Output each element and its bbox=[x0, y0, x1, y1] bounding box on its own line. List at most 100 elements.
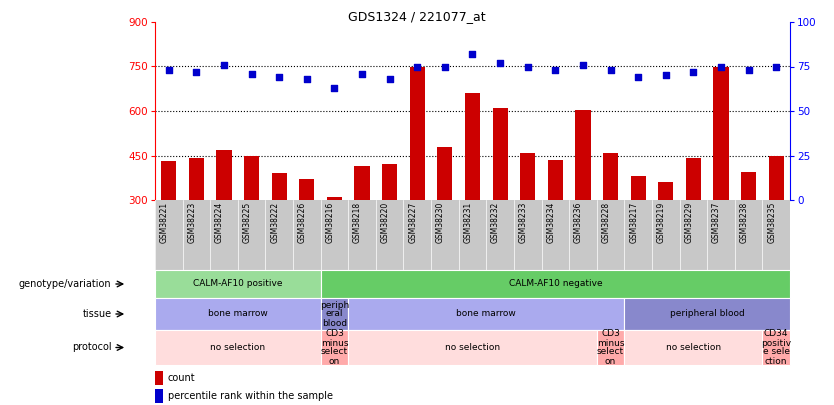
Bar bbox=[320, 298, 349, 330]
Bar bbox=[354, 166, 369, 200]
Point bbox=[383, 76, 396, 82]
Text: GSM38230: GSM38230 bbox=[436, 202, 445, 243]
Text: GSM38229: GSM38229 bbox=[685, 202, 693, 243]
Text: GSM38231: GSM38231 bbox=[464, 202, 473, 243]
Text: GSM38222: GSM38222 bbox=[270, 202, 279, 243]
Bar bbox=[188, 158, 204, 200]
Text: GSM38227: GSM38227 bbox=[409, 202, 417, 243]
Text: tissue: tissue bbox=[83, 309, 112, 319]
Point bbox=[770, 63, 783, 70]
Point bbox=[162, 67, 175, 73]
Text: no selection: no selection bbox=[445, 343, 500, 352]
Point bbox=[549, 67, 562, 73]
Text: percentile rank within the sample: percentile rank within the sample bbox=[168, 391, 333, 401]
Text: GSM38220: GSM38220 bbox=[380, 202, 389, 243]
Bar bbox=[762, 330, 790, 365]
Bar bbox=[320, 330, 349, 365]
Point bbox=[714, 63, 727, 70]
Text: CD3
minus
select
on: CD3 minus select on bbox=[597, 330, 625, 365]
Text: GSM38225: GSM38225 bbox=[243, 202, 252, 243]
Text: GSM38234: GSM38234 bbox=[546, 202, 555, 243]
Text: bone marrow: bone marrow bbox=[456, 309, 516, 318]
Text: GSM38232: GSM38232 bbox=[491, 202, 500, 243]
Bar bbox=[625, 330, 762, 365]
Bar bbox=[520, 153, 535, 200]
Bar bbox=[244, 156, 259, 200]
Bar bbox=[382, 164, 397, 200]
Bar bbox=[713, 66, 729, 200]
Text: GSM38235: GSM38235 bbox=[767, 202, 776, 243]
Text: bone marrow: bone marrow bbox=[208, 309, 268, 318]
Point bbox=[604, 67, 617, 73]
Bar bbox=[625, 298, 790, 330]
Bar bbox=[217, 149, 232, 200]
Bar bbox=[465, 93, 480, 200]
Text: no selection: no selection bbox=[210, 343, 265, 352]
Bar bbox=[161, 162, 177, 200]
Bar bbox=[575, 109, 590, 200]
Text: CD34
positiv
e sele
ction: CD34 positiv e sele ction bbox=[761, 330, 791, 365]
Text: GSM38236: GSM38236 bbox=[574, 202, 583, 243]
Point bbox=[355, 70, 369, 77]
Point bbox=[521, 63, 535, 70]
Text: GSM38237: GSM38237 bbox=[712, 202, 721, 243]
Point bbox=[576, 62, 590, 68]
Bar bbox=[741, 172, 756, 200]
Point bbox=[245, 70, 259, 77]
Text: GSM38223: GSM38223 bbox=[188, 202, 197, 243]
Bar bbox=[603, 153, 618, 200]
Bar bbox=[327, 197, 342, 200]
Text: protocol: protocol bbox=[72, 343, 112, 352]
Point bbox=[410, 63, 424, 70]
Bar bbox=[299, 179, 314, 200]
Bar bbox=[686, 158, 701, 200]
Text: GSM38233: GSM38233 bbox=[519, 202, 528, 243]
Bar bbox=[155, 330, 320, 365]
Text: CALM-AF10 negative: CALM-AF10 negative bbox=[509, 279, 602, 288]
Point bbox=[686, 68, 700, 75]
Text: CALM-AF10 positive: CALM-AF10 positive bbox=[193, 279, 283, 288]
Point bbox=[218, 62, 231, 68]
Point bbox=[466, 51, 480, 57]
Text: GSM38226: GSM38226 bbox=[298, 202, 307, 243]
Bar bbox=[155, 371, 163, 385]
Bar bbox=[548, 160, 563, 200]
Bar bbox=[409, 66, 425, 200]
Bar bbox=[493, 108, 508, 200]
Text: no selection: no selection bbox=[666, 343, 721, 352]
Text: GSM38224: GSM38224 bbox=[215, 202, 224, 243]
Text: GSM38238: GSM38238 bbox=[740, 202, 749, 243]
Text: genotype/variation: genotype/variation bbox=[19, 279, 112, 289]
Bar bbox=[155, 298, 320, 330]
Text: count: count bbox=[168, 373, 195, 383]
Bar bbox=[597, 330, 625, 365]
Text: GSM38221: GSM38221 bbox=[160, 202, 168, 243]
Bar bbox=[155, 389, 163, 403]
Bar bbox=[631, 176, 646, 200]
Point bbox=[190, 68, 203, 75]
Text: periph
eral
blood: periph eral blood bbox=[319, 301, 349, 328]
Text: GDS1324 / 221077_at: GDS1324 / 221077_at bbox=[348, 10, 486, 23]
Bar bbox=[349, 330, 597, 365]
Text: CD3
minus
select
on: CD3 minus select on bbox=[321, 330, 349, 365]
Point bbox=[494, 60, 507, 66]
Text: GSM38228: GSM38228 bbox=[601, 202, 610, 243]
Text: GSM38217: GSM38217 bbox=[629, 202, 638, 243]
Point bbox=[659, 72, 672, 79]
Text: GSM38219: GSM38219 bbox=[656, 202, 666, 243]
Bar bbox=[349, 298, 625, 330]
Bar bbox=[658, 182, 673, 200]
Bar bbox=[769, 156, 784, 200]
Text: GSM38218: GSM38218 bbox=[353, 202, 362, 243]
Text: GSM38216: GSM38216 bbox=[325, 202, 334, 243]
Bar bbox=[272, 173, 287, 200]
Bar bbox=[320, 270, 790, 298]
Point bbox=[300, 76, 314, 82]
Point bbox=[328, 85, 341, 91]
Text: peripheral blood: peripheral blood bbox=[670, 309, 745, 318]
Point bbox=[631, 74, 645, 81]
Point bbox=[273, 74, 286, 81]
Bar bbox=[155, 270, 320, 298]
Point bbox=[742, 67, 756, 73]
Point bbox=[438, 63, 451, 70]
